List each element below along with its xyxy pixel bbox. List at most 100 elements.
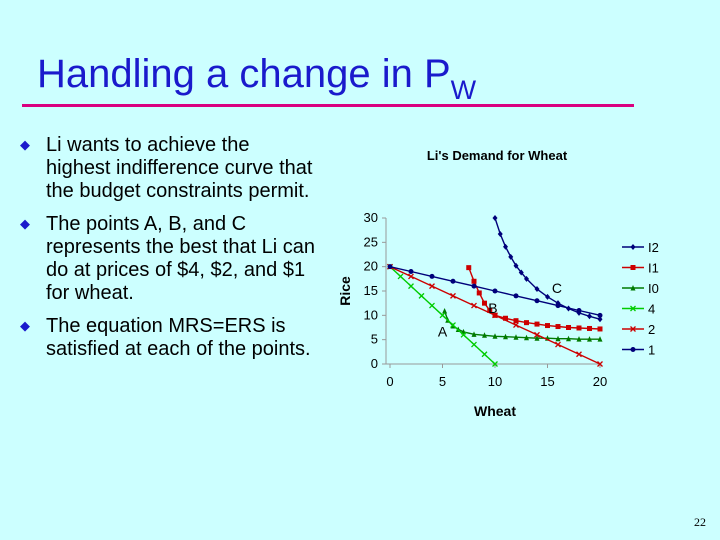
data-point [471,278,477,284]
data-point [408,273,414,280]
data-point [597,361,603,367]
data-point [513,262,519,269]
legend-label: 2 [648,322,655,337]
x-axis-title: Wheat [474,403,516,419]
data-point [555,303,561,309]
data-point [555,335,561,342]
legend-label: 4 [648,302,655,317]
data-point [524,334,529,341]
y-tick-label: 10 [364,307,378,322]
bullet-list: ◆ Li wants to achieve the highest indiffe… [18,134,318,371]
series-line-i1 [468,267,601,330]
slide-title-main: Handling a change in P [37,52,451,96]
bullet-diamond-icon: ◆ [20,216,30,231]
legend-item-i2: I2 [622,240,659,255]
y-tick-label: 30 [364,210,378,225]
series-1 [387,264,603,318]
legend-marker [630,326,636,332]
y-tick-label: 15 [364,283,378,298]
data-point [534,331,540,338]
data-point [503,333,508,340]
data-point [534,286,540,293]
data-point [492,361,498,367]
data-point [481,351,488,358]
data-point [587,336,592,342]
point-label-a: A [438,324,448,340]
data-point [566,325,571,330]
data-point [429,302,435,309]
data-point [534,335,540,341]
data-point [524,320,529,326]
data-point [576,325,582,331]
legend-marker [630,265,636,270]
series-2 [387,263,603,367]
y-tick-label: 25 [364,234,378,249]
data-point [482,300,487,306]
data-point [508,253,514,260]
legend-marker [630,285,636,291]
chart-title: Li's Demand for Wheat [427,148,568,163]
data-point [466,265,472,271]
data-point [397,273,404,280]
data-point [513,322,519,329]
data-point [576,336,582,342]
bullet-text: The equation MRS=ERS is satisfied at eac… [46,315,311,360]
data-point [408,269,414,275]
data-point [450,292,456,299]
bullet-item: ◆ Li wants to achieve the highest indiffe… [18,134,318,203]
y-tick-label: 20 [364,259,378,274]
legend-item-1: 1 [622,343,655,358]
data-point [597,326,603,332]
x-tick-label: 0 [386,374,393,389]
y-axis-title: Rice [337,276,353,306]
x-tick-label: 20 [593,374,607,389]
point-label-b: B [488,300,497,316]
data-point [471,283,477,289]
series-line-i0 [443,310,600,340]
data-point [482,332,487,338]
legend-label: I1 [648,261,659,276]
chart-annotations: A B C [438,280,562,340]
x-tick-label: 15 [540,374,554,389]
data-point [566,335,571,342]
data-point [497,231,503,238]
y-tick-label: 0 [371,356,378,371]
data-point [555,341,561,348]
bullet-text: Li wants to achieve the highest indiffer… [46,134,313,202]
data-point [460,331,467,338]
x-tick-label: 5 [439,374,446,389]
chart-series [387,215,603,367]
data-point [576,351,582,358]
data-point [408,283,414,290]
data-point [545,293,550,300]
demand-chart: Li's Demand for Wheat 0 5 10 15 20 25 30 0 5 10 15… [337,148,659,419]
legend-label: I0 [648,281,659,296]
page-number: 22 [694,515,706,529]
title-underline [22,104,634,107]
legend-item-i0: I0 [622,281,659,296]
bullet-diamond-icon: ◆ [20,318,30,333]
data-point [597,312,603,318]
chart-axes: 0 5 10 15 20 25 30 0 5 10 15 20 Wheat Rice [337,210,607,419]
data-point [513,334,519,340]
data-point [518,269,524,276]
data-point [418,292,425,299]
data-point [534,298,540,304]
data-point [503,315,508,321]
data-point [429,273,435,279]
bullet-item: ◆ The points A, B, and C represents the b… [18,213,318,305]
data-point [492,333,498,339]
data-point [492,312,498,319]
data-point [429,283,435,290]
data-point [487,307,493,313]
data-point [476,290,482,296]
series-i1 [466,265,603,332]
legend-item-i1: I1 [622,261,659,276]
data-point [492,288,498,294]
data-point [450,278,456,284]
data-point [492,215,498,221]
data-point [471,341,477,348]
bullet-diamond-icon: ◆ [20,137,30,152]
x-tick-label: 10 [488,374,502,389]
data-point [513,293,519,299]
